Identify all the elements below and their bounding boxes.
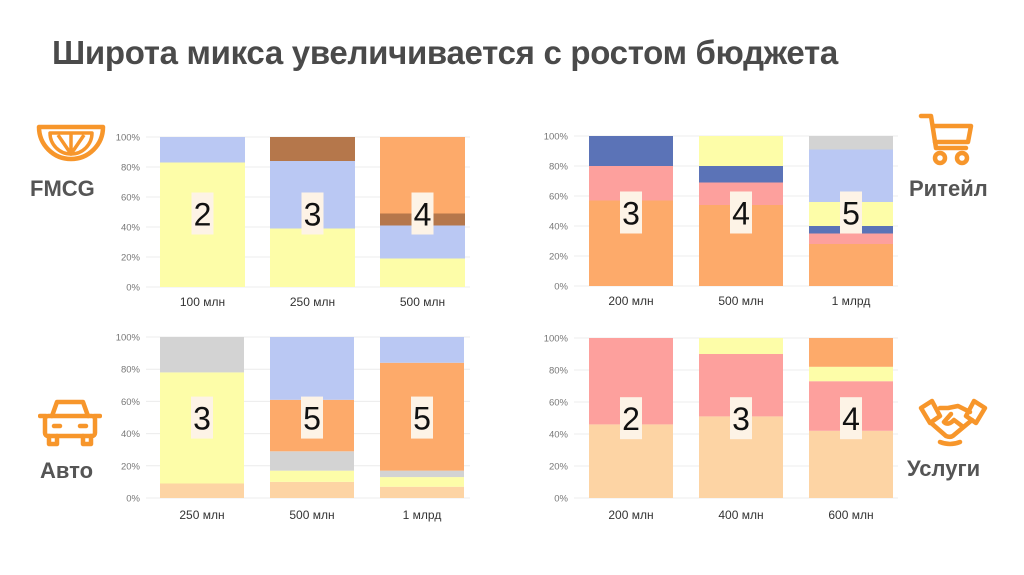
bar-segment-orange — [809, 338, 893, 367]
bar-segment-peach — [809, 430, 893, 498]
count-label: 5 — [413, 401, 431, 437]
category-label: 200 млн — [608, 294, 653, 308]
y-tick-label: 80% — [121, 365, 141, 376]
count-label: 4 — [732, 196, 750, 232]
count-label-box — [191, 396, 213, 439]
category-label: 500 млн — [289, 508, 334, 522]
handshake-icon — [918, 398, 988, 447]
y-tick-label: 0% — [126, 283, 140, 294]
bar-segment-gray — [160, 337, 244, 373]
category-label: 250 млн — [179, 508, 224, 522]
bar-segment-yellow — [380, 477, 464, 487]
y-tick-label: 40% — [549, 430, 569, 441]
count-label-box — [191, 192, 214, 235]
y-tick-label: 0% — [126, 494, 140, 505]
count-label: 3 — [193, 401, 211, 437]
bar-segment-gray — [270, 451, 354, 471]
y-tick-label: 80% — [121, 163, 141, 174]
count-label-box — [411, 192, 434, 235]
page-title: Широта микса увеличивается с ростом бюдж… — [52, 34, 838, 71]
count-label-box — [730, 397, 752, 440]
bar-segment-yellow — [699, 338, 783, 354]
count-label: 3 — [732, 401, 750, 437]
y-tick-label: 40% — [549, 222, 569, 233]
count-label-box — [411, 396, 433, 439]
bar-segment-yellow — [699, 136, 783, 166]
count-label: 2 — [194, 197, 212, 233]
y-tick-label: 80% — [549, 366, 569, 377]
bar-segment-blue — [589, 136, 673, 166]
category-label: 200 млн — [608, 508, 653, 522]
orange-slice-icon — [36, 124, 106, 162]
category-label: 1 млрд — [832, 294, 871, 308]
y-tick-label: 20% — [121, 461, 141, 472]
segment-label-auto: Авто — [40, 458, 94, 483]
y-tick-label: 0% — [554, 282, 568, 293]
y-tick-label: 100% — [116, 133, 141, 144]
count-label: 5 — [842, 196, 860, 232]
bar-segment-gray — [380, 470, 464, 478]
bar-segment-peach — [270, 481, 354, 498]
count-label: 4 — [414, 197, 432, 233]
y-tick-label: 80% — [549, 162, 569, 173]
segment-label-fmcg: FMCG — [30, 176, 95, 201]
bar-segment-brown — [270, 137, 355, 161]
category-label: 100 млн — [180, 295, 225, 309]
car-icon — [38, 399, 102, 447]
shopping-cart-icon — [918, 113, 974, 166]
y-tick-label: 20% — [121, 253, 141, 264]
count-label: 5 — [303, 401, 321, 437]
bar-segment-gray — [809, 136, 893, 150]
count-label: 3 — [304, 197, 322, 233]
y-tick-label: 60% — [549, 398, 569, 409]
category-label: 600 млн — [828, 508, 873, 522]
bar-segment-yellow — [270, 470, 354, 482]
y-tick-label: 60% — [121, 193, 141, 204]
segment-label-retail: Ритейл — [909, 176, 988, 201]
y-tick-label: 60% — [121, 397, 141, 408]
count-label-box — [301, 192, 324, 235]
segment-label-services: Услуги — [907, 456, 981, 481]
bar-segment-pink — [809, 233, 893, 244]
bar-segment-peach — [160, 483, 244, 498]
bar-segment-lavender — [380, 337, 464, 363]
count-label: 3 — [622, 196, 640, 232]
bar-segment-yellow — [809, 366, 893, 382]
y-tick-label: 60% — [549, 192, 569, 203]
bar-segment-lavender — [270, 337, 354, 400]
y-tick-label: 100% — [116, 333, 141, 344]
count-label: 4 — [842, 401, 860, 437]
y-tick-label: 100% — [544, 132, 569, 143]
count-label-box — [840, 191, 862, 234]
bar-segment-yellow — [380, 258, 465, 287]
count-label-box — [620, 191, 642, 234]
bar-segment-lavender — [160, 137, 245, 163]
category-label: 500 млн — [718, 294, 763, 308]
y-tick-label: 20% — [549, 462, 569, 473]
category-label: 1 млрд — [403, 508, 442, 522]
category-label: 500 млн — [400, 295, 445, 309]
category-label: 250 млн — [290, 295, 335, 309]
count-label-box — [301, 396, 323, 439]
bar-segment-blue — [699, 166, 783, 183]
category-label: 400 млн — [718, 508, 763, 522]
y-tick-label: 20% — [549, 252, 569, 263]
bar-segment-yellow — [270, 228, 355, 287]
y-tick-label: 40% — [121, 223, 141, 234]
y-tick-label: 100% — [544, 334, 569, 345]
y-tick-label: 0% — [554, 494, 568, 505]
count-label-box — [620, 397, 642, 440]
count-label-box — [730, 191, 752, 234]
y-tick-label: 40% — [121, 429, 141, 440]
bar-segment-peach — [380, 486, 464, 498]
count-label-box — [840, 397, 862, 440]
bar-segment-orange — [809, 244, 893, 286]
count-label: 2 — [622, 401, 640, 437]
